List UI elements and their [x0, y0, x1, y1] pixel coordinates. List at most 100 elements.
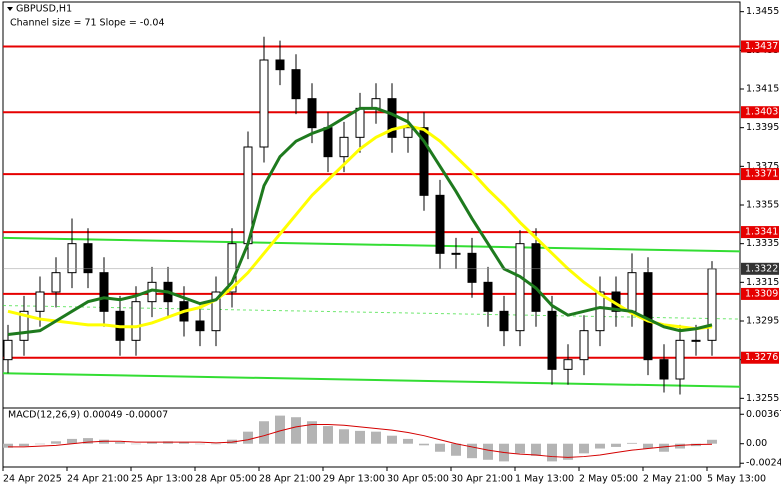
level-label: 1.3371 [745, 169, 778, 180]
x-tick-label: 29 Apr 13:00 [323, 474, 385, 485]
candle-body [403, 127, 413, 138]
candle-body [323, 127, 333, 158]
y-tick-label: 1.3375 [746, 161, 779, 172]
macd-bar [611, 443, 621, 447]
candle-body [67, 243, 77, 274]
x-tick-label: 28 Apr 05:00 [195, 474, 257, 485]
candle-body [483, 281, 493, 312]
candle-body [531, 243, 541, 312]
candle-body [19, 310, 29, 341]
candle-body [227, 243, 237, 293]
candle-body [51, 272, 61, 293]
channel-lower [2, 372, 741, 388]
macd-bar [147, 442, 157, 444]
level-label-box [741, 168, 779, 181]
macd-bar [131, 443, 141, 445]
macd-bar [19, 443, 29, 447]
macd-bar [51, 441, 61, 444]
level-label: 1.3403 [745, 107, 778, 118]
y-tick-label: 1.3415 [746, 84, 779, 95]
y-tick-label: 1.3295 [746, 316, 779, 327]
channel-upper [2, 236, 741, 253]
candle-body [563, 359, 573, 370]
x-tick-label: 2 May 05:00 [579, 474, 638, 485]
macd-y-tick-label: 0.00 [746, 438, 767, 449]
moving-average [7, 124, 713, 331]
candle-body [211, 291, 221, 332]
level-label-box [741, 287, 779, 300]
candle-body [675, 339, 685, 380]
macd-bar [35, 443, 45, 445]
y-tick-label: 1.3315 [746, 277, 779, 288]
candle-body [579, 330, 589, 361]
candle-body [131, 301, 141, 341]
x-tick-label: 2 May 21:00 [643, 474, 702, 485]
candle-body [195, 320, 205, 332]
macd-bar [259, 421, 269, 444]
macd-signal [8, 423, 713, 458]
y-tick-label: 1.3395 [746, 122, 779, 133]
macd-title: MACD(12,26,9) 0.00049 -0.00007 [8, 410, 168, 421]
chart-subtitle: Channel size = 71 Slope = -0.04 [10, 18, 165, 29]
candle-body [659, 359, 669, 380]
x-tick-label: 24 Apr 2025 [3, 474, 62, 485]
x-tick-label: 5 May 13:00 [707, 474, 766, 485]
menu-arrow [7, 7, 13, 11]
macd-bar [579, 443, 589, 454]
candle-body [3, 339, 13, 361]
macd-bar [483, 443, 493, 460]
macd-bar [291, 417, 301, 444]
candle-body [499, 310, 509, 332]
macd-bar [83, 438, 93, 444]
candle-body [387, 98, 397, 138]
level-label-box [741, 226, 779, 239]
macd-bar [595, 443, 605, 449]
macd-bar [339, 429, 349, 444]
chart-title: GBPUSD,H1 [16, 4, 72, 15]
macd-bar [707, 439, 717, 444]
candle-body [259, 59, 269, 148]
macd-bar [67, 438, 77, 444]
candle-body [515, 243, 525, 332]
plot-frame [2, 1, 741, 468]
macd-bar [275, 415, 285, 444]
macd-bar [211, 443, 221, 445]
macd-bar [515, 443, 525, 454]
candle-body [99, 272, 109, 312]
candle-body [307, 98, 317, 129]
candle-body [83, 243, 93, 274]
level-label: 1.3341 [745, 227, 778, 238]
y-tick-label: 1.3335 [746, 238, 779, 249]
macd-bar [563, 443, 573, 460]
macd-bar [387, 435, 397, 444]
macd-bar [451, 443, 461, 456]
x-tick-label: 1 May 13:00 [515, 474, 574, 485]
candle-body [355, 107, 365, 138]
macd-bar [403, 438, 413, 444]
macd-bar [627, 442, 637, 444]
macd-bar [467, 443, 477, 459]
candle-body [467, 252, 477, 283]
macd-bar [243, 431, 253, 444]
macd-y-tick-label: 0.00367 [746, 409, 781, 420]
macd-bar [355, 430, 365, 444]
candle-body [339, 136, 349, 158]
candle-body [547, 310, 557, 370]
y-tick-label: 1.3455 [746, 6, 779, 17]
y-tick-label: 1.3355 [746, 200, 779, 211]
macd-bar [323, 426, 333, 444]
candle-body [291, 69, 301, 100]
current-price-label: 1.3322 [745, 263, 778, 274]
candle-body [435, 194, 445, 254]
level-label: 1.3276 [745, 352, 778, 363]
candle-body [707, 268, 717, 341]
channel-middle [2, 305, 741, 320]
candle-body [627, 272, 637, 312]
level-label-box [741, 40, 779, 53]
macd-bar [115, 442, 125, 444]
x-tick-label: 28 Apr 21:00 [259, 474, 321, 485]
candle-body [35, 291, 45, 312]
x-tick-label: 25 Apr 13:00 [131, 474, 193, 485]
